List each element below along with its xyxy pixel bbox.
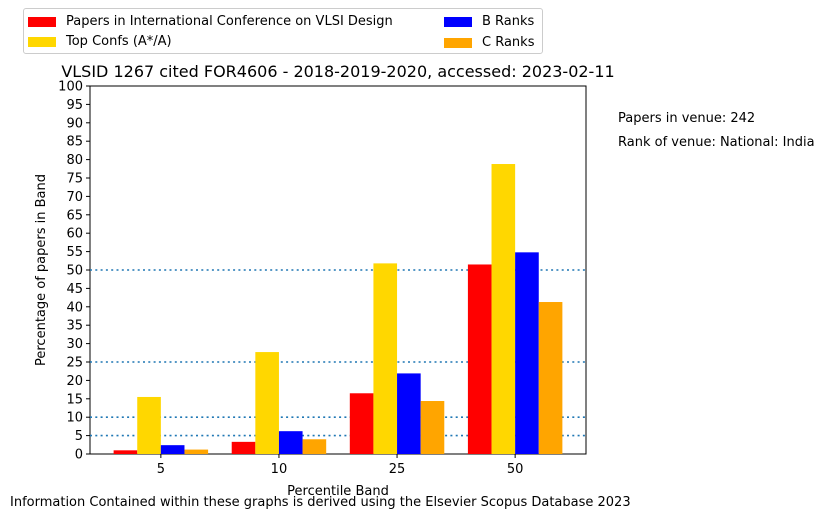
x-tick-label: 50 bbox=[507, 462, 524, 477]
bar-top-confs-a-a-5 bbox=[137, 396, 161, 454]
y-tick-label: 10 bbox=[66, 411, 83, 426]
legend-label-top-confs: Top Confs (A*/A) bbox=[66, 34, 172, 49]
y-tick-label: 90 bbox=[66, 116, 83, 131]
x-axis-ticks: 5 10 25 50 bbox=[157, 454, 524, 477]
bar-c-ranks-10 bbox=[302, 439, 327, 454]
legend-swatch-top-confs bbox=[28, 36, 56, 47]
legend-swatch-venue bbox=[28, 16, 56, 27]
bar-b-ranks-50 bbox=[515, 252, 539, 454]
y-tick-label: 75 bbox=[66, 172, 83, 187]
bar-top-confs-a-a-10 bbox=[255, 352, 279, 454]
y-tick-label: 65 bbox=[66, 208, 83, 223]
y-tick-label: 95 bbox=[66, 98, 83, 113]
bar-papers-in-international-conference-on-vlsi-design-50 bbox=[467, 264, 492, 454]
y-tick-label: 55 bbox=[66, 245, 83, 260]
chart-title: VLSID 1267 cited FOR4606 - 2018-2019-202… bbox=[61, 62, 614, 81]
bar-c-ranks-50 bbox=[538, 302, 563, 454]
y-tick-label: 40 bbox=[66, 300, 83, 315]
legend-item-b-ranks: B Ranks bbox=[444, 14, 534, 29]
y-axis-label: Percentage of papers in Band bbox=[34, 174, 49, 366]
y-tick-label: 60 bbox=[66, 227, 83, 242]
bar-b-ranks-5 bbox=[160, 445, 185, 454]
legend-item-c-ranks: C Ranks bbox=[444, 35, 534, 50]
y-tick-label: 45 bbox=[66, 282, 83, 297]
x-tick-label: 10 bbox=[271, 462, 288, 477]
legend-item-venue: Papers in International Conference on VL… bbox=[28, 14, 393, 29]
bar-papers-in-international-conference-on-vlsi-design-5 bbox=[113, 450, 138, 454]
x-axis-label: Percentile Band bbox=[287, 484, 389, 499]
y-tick-label: 80 bbox=[66, 153, 83, 168]
bar-top-confs-a-a-50 bbox=[491, 164, 516, 455]
y-tick-label: 15 bbox=[66, 392, 83, 407]
y-tick-label: 25 bbox=[66, 356, 83, 371]
legend-swatch-c-ranks bbox=[444, 37, 472, 48]
bar-b-ranks-10 bbox=[278, 431, 303, 454]
legend-label-venue: Papers in International Conference on VL… bbox=[66, 14, 393, 29]
legend-label-c-ranks: C Ranks bbox=[482, 35, 535, 50]
y-tick-label: 70 bbox=[66, 190, 83, 205]
y-tick-label: 20 bbox=[66, 374, 83, 389]
x-tick-label: 25 bbox=[389, 462, 406, 477]
bars bbox=[113, 164, 563, 455]
bar-top-confs-a-a-25 bbox=[373, 263, 398, 454]
x-tick-label: 5 bbox=[157, 462, 165, 477]
bar-c-ranks-5 bbox=[184, 449, 209, 454]
y-tick-label: 100 bbox=[58, 80, 83, 95]
y-tick-label: 0 bbox=[75, 448, 83, 463]
bar-papers-in-international-conference-on-vlsi-design-25 bbox=[349, 393, 374, 454]
y-axis-ticks: 0 5 10 15 20 25 30 35 40 45 50 55 60 65 70 75 80 85 90 95 10… bbox=[58, 80, 90, 463]
y-tick-label: 30 bbox=[66, 337, 83, 352]
y-tick-label: 85 bbox=[66, 135, 83, 150]
papers-in-venue-note: Papers in venue: 242 bbox=[618, 111, 756, 126]
legend-swatch-b-ranks bbox=[444, 16, 472, 27]
rank-of-venue-note: Rank of venue: National: India bbox=[618, 135, 815, 150]
legend: Papers in International Conference on VL… bbox=[23, 8, 543, 54]
legend-label-b-ranks: B Ranks bbox=[482, 14, 535, 29]
y-tick-label: 5 bbox=[75, 429, 83, 444]
footer-source-note: Information Contained within these graph… bbox=[10, 495, 631, 510]
y-tick-label: 50 bbox=[66, 264, 83, 279]
bar-c-ranks-25 bbox=[420, 401, 445, 454]
y-tick-label: 35 bbox=[66, 319, 83, 334]
legend-item-top-confs: Top Confs (A*/A) bbox=[28, 34, 172, 49]
bar-b-ranks-25 bbox=[397, 373, 421, 454]
bar-papers-in-international-conference-on-vlsi-design-10 bbox=[231, 441, 256, 454]
